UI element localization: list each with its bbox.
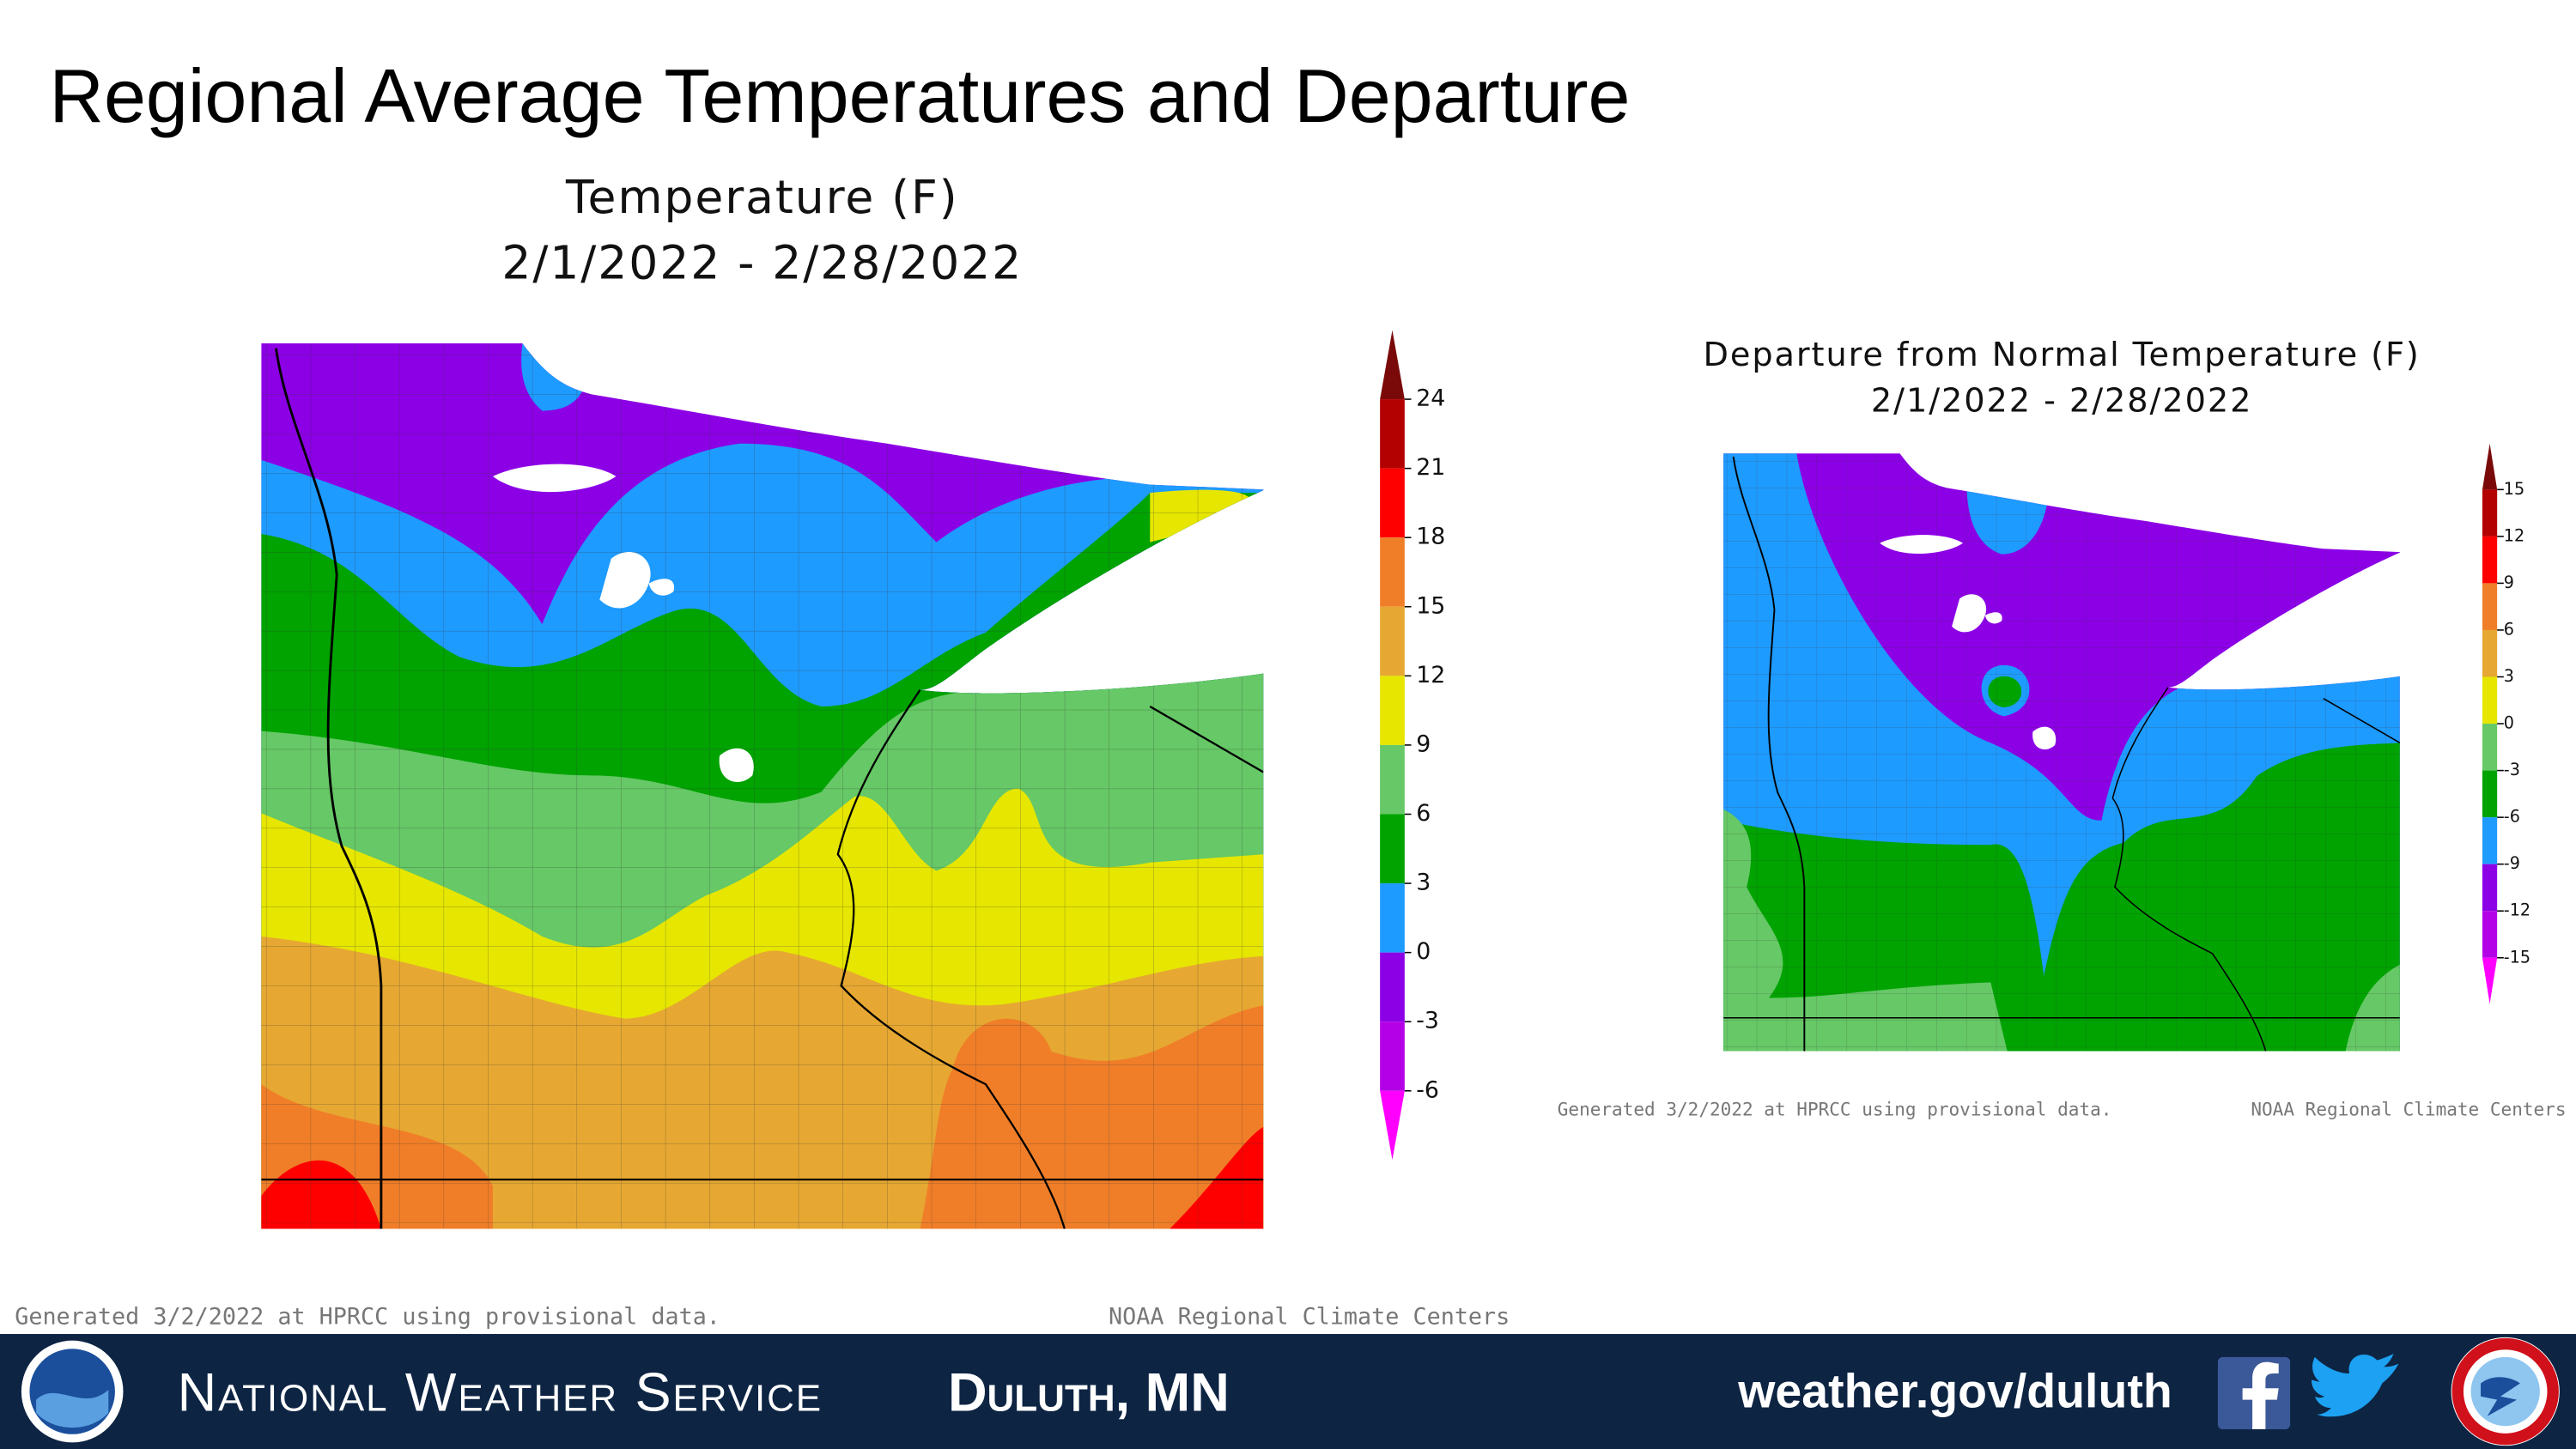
facebook-icon[interactable]	[2217, 1356, 2291, 1430]
colorbar-arrow	[1380, 1090, 1405, 1161]
county-lines	[261, 343, 1264, 1229]
colorbar-label: 21	[1416, 454, 1445, 481]
colorbar-segment	[2482, 864, 2498, 912]
slide-title: Regional Average Temperatures and Depart…	[49, 53, 1630, 138]
colorbar-segment	[2482, 770, 2498, 818]
colorbar-label: 15	[1416, 592, 1445, 619]
colorbar-label: -3	[2504, 760, 2520, 779]
map-texts: Temperature (F) 2/1/2022 - 2/28/2022 Gener…	[15, 170, 2566, 1330]
colorbar-segment	[2482, 583, 2498, 630]
colorbar-segment	[2482, 676, 2498, 724]
colorbar-segment	[2482, 629, 2498, 677]
map-note: Generated 3/2/2022 at HPRCC using provis…	[15, 1303, 720, 1330]
colorbar-segment	[1380, 952, 1405, 1022]
colorbar-label: 3	[1416, 870, 1431, 896]
colorbar-segment	[1380, 744, 1405, 815]
colorbar-label: -6	[1416, 1076, 1439, 1103]
colorbar-label: -9	[2504, 853, 2520, 873]
colorbar: 15 12 9 6 3 0 -3 -6 -9 -12 -15	[2482, 443, 2530, 1004]
map-title: Temperature (F)	[565, 170, 959, 224]
colorbar-arrow	[2482, 443, 2498, 490]
state-border	[1732, 456, 1806, 1052]
noaa-logo	[21, 1340, 124, 1443]
temperature-map	[261, 343, 1264, 1229]
twitter-icon[interactable]	[2311, 1353, 2399, 1417]
banner	[0, 1334, 2576, 1449]
colorbar-label: 9	[2504, 573, 2514, 592]
colorbar-label: -3	[1416, 1008, 1439, 1034]
map-note: NOAA Regional Climate Centers	[2251, 1099, 2566, 1120]
map-dates: 2/1/2022 - 2/28/2022	[1871, 381, 2252, 420]
map-dates: 2/1/2022 - 2/28/2022	[501, 236, 1023, 290]
colorbar-segment	[2482, 489, 2498, 537]
colorbar-label: 3	[2504, 666, 2514, 686]
colorbar-label: 6	[2504, 619, 2514, 639]
map-note: NOAA Regional Climate Centers	[1109, 1303, 1510, 1330]
colorbars: 24 21 18 15 12 9 6 3 0 -3 -6 15 12 9 6 3 0 -3 -6 -9 -12 -15	[1380, 330, 2530, 1161]
colorbar-label: 12	[1416, 662, 1445, 688]
state-border	[275, 348, 383, 1229]
map-title: Departure from Normal Temperature (F)	[1704, 336, 2421, 374]
colorbar-label: 0	[1416, 938, 1431, 965]
state-border	[261, 689, 1264, 1229]
colorbar-segment	[1380, 1022, 1405, 1091]
colorbar-segment	[2482, 724, 2498, 771]
colorbar-segment	[2482, 911, 2498, 958]
map-area	[1723, 453, 2401, 1052]
banner-agency: National Weather Service	[178, 1362, 823, 1422]
departure-map	[1723, 453, 2401, 1052]
banner-url[interactable]: weather.gov/duluth	[1737, 1364, 2172, 1417]
colorbar-label: 15	[2504, 479, 2524, 499]
colorbar-arrow	[1380, 330, 1405, 400]
banner-office: Duluth, MN	[948, 1362, 1230, 1422]
colorbar-label: -6	[2504, 807, 2520, 827]
colorbar-segment	[1380, 676, 1405, 745]
colorbar-label: -15	[2504, 947, 2530, 967]
colorbar-segment	[1380, 399, 1405, 469]
colorbar-segment	[1380, 606, 1405, 676]
colorbar-segment	[1380, 468, 1405, 538]
colorbar-label: -12	[2504, 900, 2530, 920]
colorbar-label: 24	[1416, 385, 1445, 412]
colorbar-segment	[1380, 537, 1405, 607]
colorbar: 24 21 18 15 12 9 6 3 0 -3 -6	[1380, 330, 1445, 1161]
map-area	[261, 343, 1264, 1229]
colorbar-label: 12	[2504, 525, 2524, 545]
colorbar-segment	[1380, 883, 1405, 953]
colorbar-segment	[1380, 814, 1405, 884]
colorbar-segment	[2482, 817, 2498, 864]
colorbar-segment	[2482, 536, 2498, 584]
colorbar-label: 9	[1416, 731, 1431, 757]
county-lines	[1723, 453, 2400, 1052]
colorbar-label: 18	[1416, 524, 1445, 550]
map-note: Generated 3/2/2022 at HPRCC using provis…	[1558, 1099, 2112, 1120]
state-border	[1723, 687, 2401, 1052]
nws-logo	[2451, 1337, 2560, 1446]
colorbar-label: 6	[1416, 800, 1431, 827]
colorbar-label: 0	[2504, 713, 2514, 733]
colorbar-arrow	[2482, 957, 2498, 1004]
